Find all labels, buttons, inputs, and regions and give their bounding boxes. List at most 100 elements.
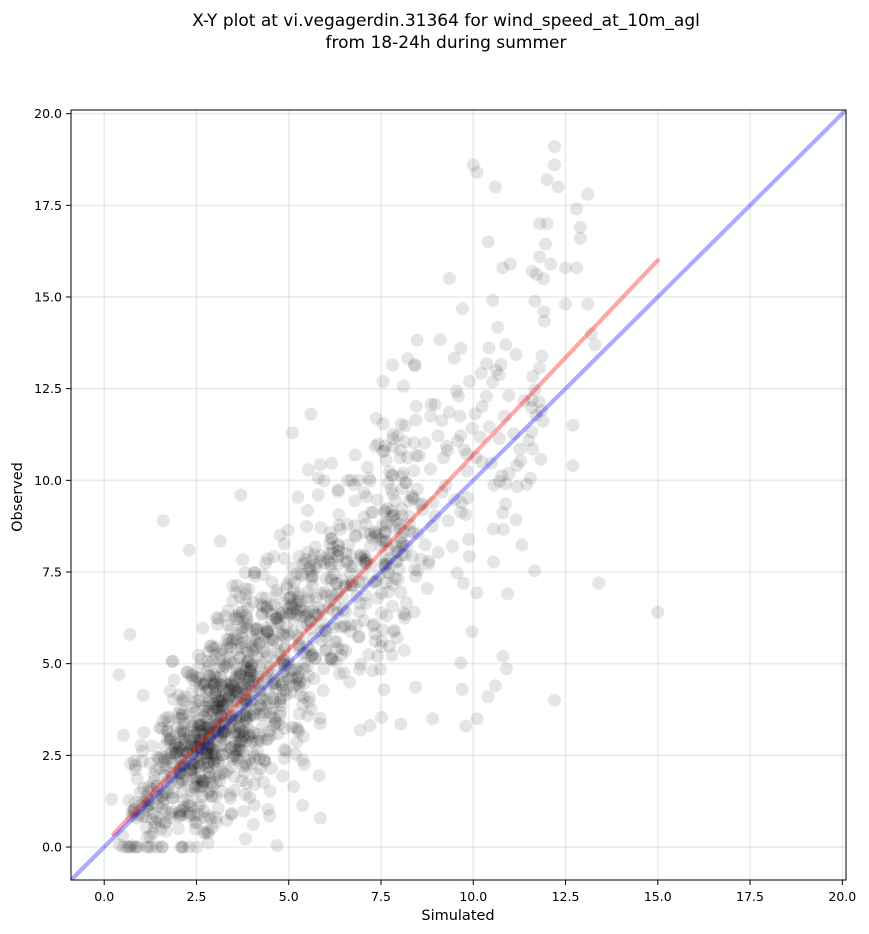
scatter-point (246, 707, 260, 721)
scatter-point (407, 436, 421, 450)
scatter-point (450, 434, 464, 448)
scatter-point (197, 677, 211, 691)
scatter-point (287, 780, 301, 794)
scatter-point (236, 553, 250, 567)
scatter-point (306, 569, 320, 583)
y-tick-label: 17.5 (34, 198, 62, 213)
scatter-point (230, 725, 244, 739)
scatter-point (240, 777, 254, 791)
x-tick-label: 12.5 (552, 889, 580, 904)
scatter-point (325, 651, 338, 665)
scatter-point (231, 681, 245, 695)
scatter-point (462, 549, 476, 563)
scatter-point (224, 677, 238, 691)
scatter-point (528, 383, 542, 397)
scatter-point (285, 624, 299, 638)
scatter-point (244, 693, 258, 707)
scatter-point (129, 759, 142, 773)
scatter-point (231, 729, 245, 743)
scatter-point (221, 618, 235, 632)
scatter-point (247, 703, 261, 717)
scatter-point (382, 543, 396, 556)
scatter-point (408, 359, 422, 373)
scatter-point (253, 637, 267, 651)
scatter-point (246, 633, 260, 646)
scatter-point (259, 645, 273, 659)
scatter-point (116, 829, 130, 843)
scatter-point (330, 635, 343, 649)
scatter-point (289, 747, 303, 761)
scatter-point (168, 739, 182, 753)
scatter-point (260, 649, 274, 663)
scatter-point (309, 591, 323, 605)
scatter-point (308, 540, 322, 554)
scatter-point (124, 757, 138, 771)
scatter-point (301, 659, 315, 673)
scatter-point (386, 625, 400, 639)
scatter-point (214, 728, 228, 742)
scatter-point (214, 695, 228, 709)
scatter-point (403, 510, 416, 524)
scatter-point (234, 640, 248, 654)
scatter-point (220, 708, 234, 722)
scatter-point (201, 760, 215, 773)
scatter-point (207, 756, 221, 770)
scatter-point (193, 719, 206, 733)
scatter-point (262, 633, 276, 646)
scatter-point (309, 608, 323, 622)
scatter-point (260, 600, 274, 613)
scatter-point (196, 678, 210, 692)
scatter-point (310, 560, 323, 574)
scatter-point (203, 784, 217, 798)
scatter-point (239, 705, 253, 719)
scatter-point (363, 719, 377, 732)
scatter-point (181, 798, 195, 812)
scatter-point (480, 357, 494, 371)
scatter-point (386, 427, 400, 441)
scatter-point (220, 632, 233, 646)
scatter-point (357, 614, 371, 627)
scatter-point (254, 685, 268, 699)
scatter-point (202, 766, 216, 780)
scatter-point (279, 744, 293, 758)
scatter-point (194, 751, 207, 765)
scatter-point (134, 738, 148, 752)
scatter-point (209, 686, 223, 700)
x-tick-label: 15.0 (644, 889, 672, 904)
scatter-point (324, 652, 338, 666)
scatter-point (341, 473, 355, 487)
scatter-point (266, 691, 280, 705)
scatter-point (191, 800, 205, 814)
scatter-point (292, 680, 306, 693)
scatter-point (201, 826, 215, 840)
scatter-point (398, 608, 412, 622)
scatter-point (122, 793, 136, 807)
scatter-point (273, 692, 287, 706)
scatter-point (194, 733, 208, 747)
scatter-point (268, 676, 282, 690)
scatter-point (178, 737, 192, 751)
scatter-point (242, 653, 256, 667)
scatter-point (395, 469, 408, 483)
scatter-point (231, 612, 245, 626)
scatter-point (352, 630, 366, 644)
scatter-point (416, 503, 430, 517)
scatter-point (239, 642, 253, 656)
scatter-point (270, 612, 284, 626)
scatter-point (164, 766, 178, 780)
scatter-point (338, 579, 352, 593)
scatter-point (200, 664, 214, 678)
scatter-point (352, 473, 366, 487)
scatter-point (202, 645, 215, 659)
scatter-point (376, 445, 390, 458)
scatter-point (271, 616, 285, 629)
scatter-point (233, 651, 246, 665)
scatter-point (266, 633, 280, 647)
scatter-point (332, 508, 346, 522)
scatter-point (448, 493, 462, 507)
scatter-point (502, 389, 516, 403)
scatter-point (239, 663, 252, 677)
scatter-point (191, 756, 205, 770)
scatter-point (147, 820, 161, 834)
scatter-point (241, 601, 255, 615)
